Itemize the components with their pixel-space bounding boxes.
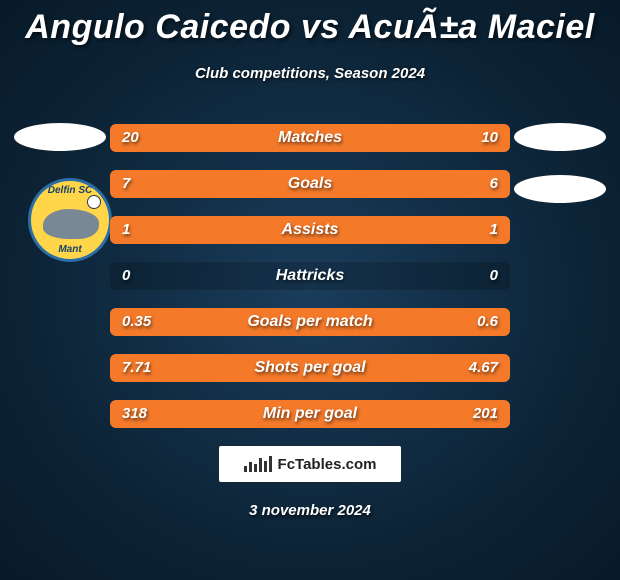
stat-value-right: 1 xyxy=(490,216,498,244)
stat-value-right: 201 xyxy=(473,400,498,428)
date-label: 3 november 2024 xyxy=(0,502,620,519)
stat-label: Hattricks xyxy=(110,262,510,290)
stat-value-right: 0.6 xyxy=(477,308,498,336)
stat-rows: 20Matches107Goals61Assists10Hattricks00.… xyxy=(110,124,510,428)
stat-value-right: 6 xyxy=(490,170,498,198)
branding-text: FcTables.com xyxy=(278,456,377,473)
stat-value-right: 10 xyxy=(481,124,498,152)
stat-row: 1Assists1 xyxy=(110,216,510,244)
bar-chart-icon xyxy=(244,456,272,472)
stat-value-right: 4.67 xyxy=(469,354,498,382)
dolphin-icon xyxy=(43,209,99,239)
stat-value-right: 0 xyxy=(490,262,498,290)
page-title: Angulo Caicedo vs AcuÃ±a Maciel xyxy=(0,0,620,47)
page-subtitle: Club competitions, Season 2024 xyxy=(0,65,620,82)
stat-label: Matches xyxy=(110,124,510,152)
stat-label: Goals per match xyxy=(110,308,510,336)
stat-label: Min per goal xyxy=(110,400,510,428)
player1-team-badge: Delfin SC Mant xyxy=(28,178,112,262)
stat-label: Shots per goal xyxy=(110,354,510,382)
branding-badge: FcTables.com xyxy=(219,446,401,482)
player1-avatar-placeholder xyxy=(14,123,106,151)
team-badge-text-bottom: Mant xyxy=(31,244,109,255)
stat-label: Assists xyxy=(110,216,510,244)
player2-team-placeholder xyxy=(514,175,606,203)
team-badge-text-top: Delfin SC xyxy=(31,185,109,196)
stat-row: 7.71Shots per goal4.67 xyxy=(110,354,510,382)
stat-row: 20Matches10 xyxy=(110,124,510,152)
stat-row: 318Min per goal201 xyxy=(110,400,510,428)
stat-label: Goals xyxy=(110,170,510,198)
stat-row: 7Goals6 xyxy=(110,170,510,198)
soccer-ball-icon xyxy=(87,195,101,209)
player2-avatar-placeholder xyxy=(514,123,606,151)
stat-row: 0.35Goals per match0.6 xyxy=(110,308,510,336)
stat-row: 0Hattricks0 xyxy=(110,262,510,290)
